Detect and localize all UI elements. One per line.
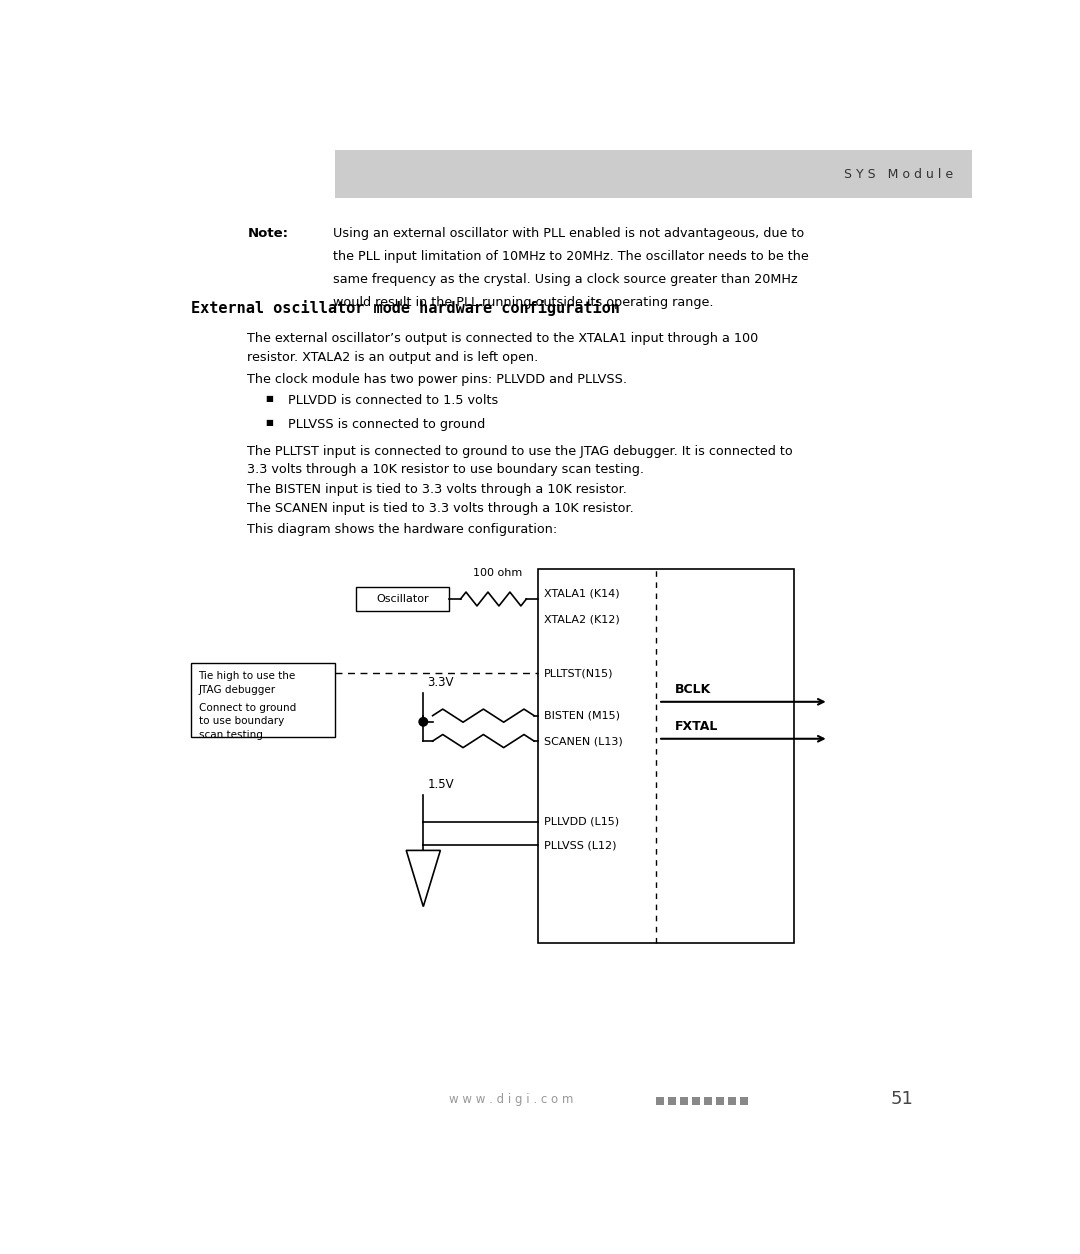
Text: The BISTEN input is tied to 3.3 volts through a 10K resistor.: The BISTEN input is tied to 3.3 volts th… [247,483,627,497]
Text: The SCANEN input is tied to 3.3 volts through a 10K resistor.: The SCANEN input is tied to 3.3 volts th… [247,503,634,515]
Text: to use boundary: to use boundary [199,716,284,726]
Text: BISTEN (M15): BISTEN (M15) [544,711,620,721]
Bar [740,1097,748,1105]
Text: Oscillator: Oscillator [376,594,429,604]
Text: ■: ■ [266,394,273,403]
Bar [538,569,794,943]
Text: XTALA1 (K14): XTALA1 (K14) [544,589,620,599]
Text: Using an external oscillator with PLL enabled is not advantageous, due to: Using an external oscillator with PLL en… [333,227,804,240]
Text: S Y S   M o d u l e: S Y S M o d u l e [843,168,953,181]
Text: would result in the PLL running outside its operating range.: would result in the PLL running outside … [333,296,713,308]
Bar [716,1097,724,1105]
Text: SCANEN (L13): SCANEN (L13) [544,736,623,746]
Text: PLLVDD (L15): PLLVDD (L15) [544,816,619,826]
Bar [191,663,335,737]
Text: External oscillator mode hardware configuration: External oscillator mode hardware config… [191,300,620,316]
Text: The clock module has two power pins: PLLVDD and PLLVSS.: The clock module has two power pins: PLL… [247,372,627,386]
Text: 3.3V: 3.3V [428,676,454,688]
Text: 1.5V: 1.5V [428,779,454,791]
Text: 51: 51 [891,1090,914,1109]
Text: XTALA2 (K12): XTALA2 (K12) [544,614,620,624]
Text: FXTAL: FXTAL [675,720,718,734]
Bar [667,1097,676,1105]
Circle shape [419,717,428,726]
Text: 100 ohm: 100 ohm [473,568,522,578]
Text: PLLTST(N15): PLLTST(N15) [544,668,613,678]
Text: The external oscillator’s output is connected to the XTALA1 input through a 100
: The external oscillator’s output is conn… [247,332,758,364]
Bar [679,1097,688,1105]
Bar [356,587,449,611]
Text: PLLVSS (L12): PLLVSS (L12) [544,840,617,850]
Text: same frequency as the crystal. Using a clock source greater than 20MHz: same frequency as the crystal. Using a c… [333,273,797,286]
Text: Tie high to use the: Tie high to use the [199,671,296,681]
Text: The PLLTST input is connected to ground to use the JTAG debugger. It is connecte: The PLLTST input is connected to ground … [247,445,793,477]
Text: Note:: Note: [247,227,288,240]
Bar [656,1097,664,1105]
Text: ■: ■ [266,418,273,426]
Text: This diagram shows the hardware configuration:: This diagram shows the hardware configur… [247,523,557,537]
Text: the PLL input limitation of 10MHz to 20MHz. The oscillator needs to be the: the PLL input limitation of 10MHz to 20M… [333,250,808,263]
Text: Connect to ground: Connect to ground [199,703,296,714]
Text: scan testing: scan testing [199,730,262,740]
Bar [704,1097,712,1105]
Text: PLLVDD is connected to 1.5 volts: PLLVDD is connected to 1.5 volts [288,394,499,406]
Bar [692,1097,700,1105]
Text: BCLK: BCLK [675,683,712,696]
Bar [335,150,972,198]
Text: PLLVSS is connected to ground: PLLVSS is connected to ground [288,418,486,430]
Text: w w w . d i g i . c o m: w w w . d i g i . c o m [448,1092,573,1106]
Text: JTAG debugger: JTAG debugger [199,685,275,695]
Bar [728,1097,735,1105]
